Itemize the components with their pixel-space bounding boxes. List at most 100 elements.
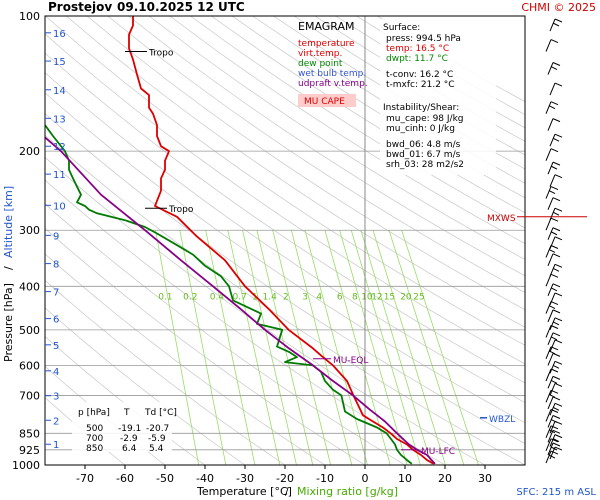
- wind-barb-feather: [550, 346, 559, 351]
- tropopause-label: Tropo: [148, 49, 174, 59]
- wind-barb-feather: [554, 292, 563, 297]
- wind-barb-feather: [554, 360, 563, 365]
- pressure-tick-label: 200: [19, 145, 40, 158]
- wind-barb-staff: [547, 161, 554, 175]
- wind-barb-staff: [547, 118, 554, 131]
- table-cell-0-0: 500: [86, 424, 103, 434]
- wind-barb-feather: [548, 105, 556, 110]
- wind-barb-feather: [552, 253, 561, 258]
- surface-press: press: 994.5 hPa: [386, 34, 461, 44]
- parcel-level-label: MU-LFC: [421, 447, 455, 457]
- wind-barb-feather: [554, 207, 563, 212]
- wind-barb-feather: [554, 317, 563, 322]
- surface-temp: temp: 16.5 °C: [386, 44, 449, 54]
- wind-barb-staff: [547, 253, 554, 266]
- temperature-tick-label: 10: [398, 472, 412, 485]
- wind-barb-feather: [552, 161, 561, 166]
- wind-barb-staff: [549, 339, 556, 353]
- mu-cape-button[interactable]: [298, 94, 356, 107]
- wind-barb-feather: [550, 301, 559, 306]
- mixing-ratio-line: [290, 230, 353, 465]
- table-cell-1-0: 700: [86, 434, 103, 444]
- wind-barb-staff: [549, 434, 556, 447]
- wind-barb-staff: [545, 245, 552, 258]
- mixing-ratio-line: [179, 230, 227, 465]
- altitude-tick-label: 5: [53, 341, 59, 352]
- x-axis-separator: /: [285, 485, 289, 498]
- sfc-label: SFC: 215 m ASL: [516, 487, 596, 498]
- wind-barb-feather: [552, 267, 560, 272]
- wind-barb-staff: [549, 317, 556, 331]
- table-header-t: T: [123, 408, 130, 418]
- y-axis-label: Pressure [hPa]: [2, 283, 15, 362]
- altitude-tick-label: 3: [53, 392, 59, 403]
- wind-barb-feather: [552, 22, 560, 27]
- mixing-ratio-line: [388, 230, 465, 465]
- wind-barb-feather: [550, 165, 558, 170]
- wind-barb-staff: [545, 325, 552, 338]
- wind-barb-feather: [552, 406, 560, 411]
- x-axis-title: Temperature [°C] / Mixing ratio [g/kg]: [196, 485, 398, 498]
- table-cell-1-1: -2.9: [120, 434, 138, 444]
- wind-barb-feather: [552, 438, 560, 443]
- pressure-tick-label: 400: [19, 280, 40, 293]
- altitude-tick-label: 7: [53, 288, 59, 299]
- altitude-tick-label: 1: [53, 440, 59, 451]
- legend-updraft: udpraft v.temp.: [298, 79, 368, 89]
- wind-barb-feather: [552, 118, 561, 123]
- copyright: CHMI © 2025: [521, 1, 596, 14]
- mixing-ratio-line: [242, 230, 297, 465]
- altitude-tick-label: 9: [53, 231, 59, 242]
- wind-barb-feather: [552, 137, 560, 142]
- dry-adiabat-line: [45, 33, 525, 365]
- altitude-tick-label: 12: [53, 142, 66, 153]
- wind-barb-feather: [552, 283, 561, 288]
- wind-barb-staff: [549, 174, 556, 187]
- pressure-tick-label: 1000: [12, 459, 40, 472]
- altitude-tick-label: 2: [53, 416, 59, 427]
- wind-barb-staff: [545, 390, 552, 403]
- instab-title: Instability/Shear:: [383, 103, 459, 113]
- wind-barb-feather: [552, 375, 561, 380]
- temperature-tick-label: 20: [438, 472, 452, 485]
- wind-barb-feather: [552, 429, 561, 434]
- wind-barb-feather: [550, 231, 558, 236]
- mixing-ratio-label: 0.2: [183, 292, 197, 302]
- wind-barb-feather: [552, 352, 561, 357]
- dry-adiabat-line: [128, 16, 525, 277]
- wind-barb-staff: [549, 446, 556, 460]
- mixing-ratio-label: 12: [371, 292, 382, 302]
- mixing-ratio-label: 0.7: [233, 292, 247, 302]
- legend-box: EMAGRAM temperature virt.temp. dew point…: [298, 20, 368, 107]
- wind-barb-staff: [545, 301, 552, 314]
- wind-barb-feather: [550, 245, 559, 249]
- datetime-title: 09.10.2025 12 UTC: [117, 0, 245, 14]
- temperature-tick-label: 0: [362, 472, 369, 485]
- station-title: Prostejov: [48, 0, 112, 14]
- wind-barb-feather: [552, 62, 561, 66]
- t-conv: t-conv: 16.2 °C: [386, 70, 453, 80]
- mixing-ratio-label: 4: [316, 292, 322, 302]
- t-mxfc: t-mxfc: 21.2 °C: [386, 80, 455, 90]
- wind-barb-staff: [545, 368, 552, 382]
- mixing-ratio-label: 8: [352, 292, 358, 302]
- wbzl-label: WBZL: [489, 415, 515, 425]
- temperature-tick-label: -20: [276, 472, 294, 485]
- wind-barb-staff: [547, 353, 554, 366]
- wind-barb-feather: [550, 389, 559, 394]
- mu-cape-button-label[interactable]: MU CAPE: [304, 97, 345, 107]
- wind-barb-feather: [552, 396, 561, 401]
- legend-title: EMAGRAM: [298, 20, 355, 33]
- mixing-ratio-label: 1.4: [262, 292, 277, 302]
- wind-barb-staff: [545, 450, 552, 464]
- wind-barb-feather: [552, 415, 561, 419]
- wind-barb-staff: [545, 148, 552, 161]
- wind-barb-feather: [554, 446, 563, 451]
- dry-adiabat-line: [107, 16, 525, 293]
- mixing-ratio-line: [205, 230, 256, 465]
- mixing-ratio-line: [304, 230, 368, 465]
- altitude-tick-label: 4: [53, 367, 59, 378]
- y-axis-label-altitude: Altitude [km]: [2, 186, 15, 258]
- wind-barb-feather: [554, 82, 563, 87]
- wind-barb-feather: [548, 429, 556, 434]
